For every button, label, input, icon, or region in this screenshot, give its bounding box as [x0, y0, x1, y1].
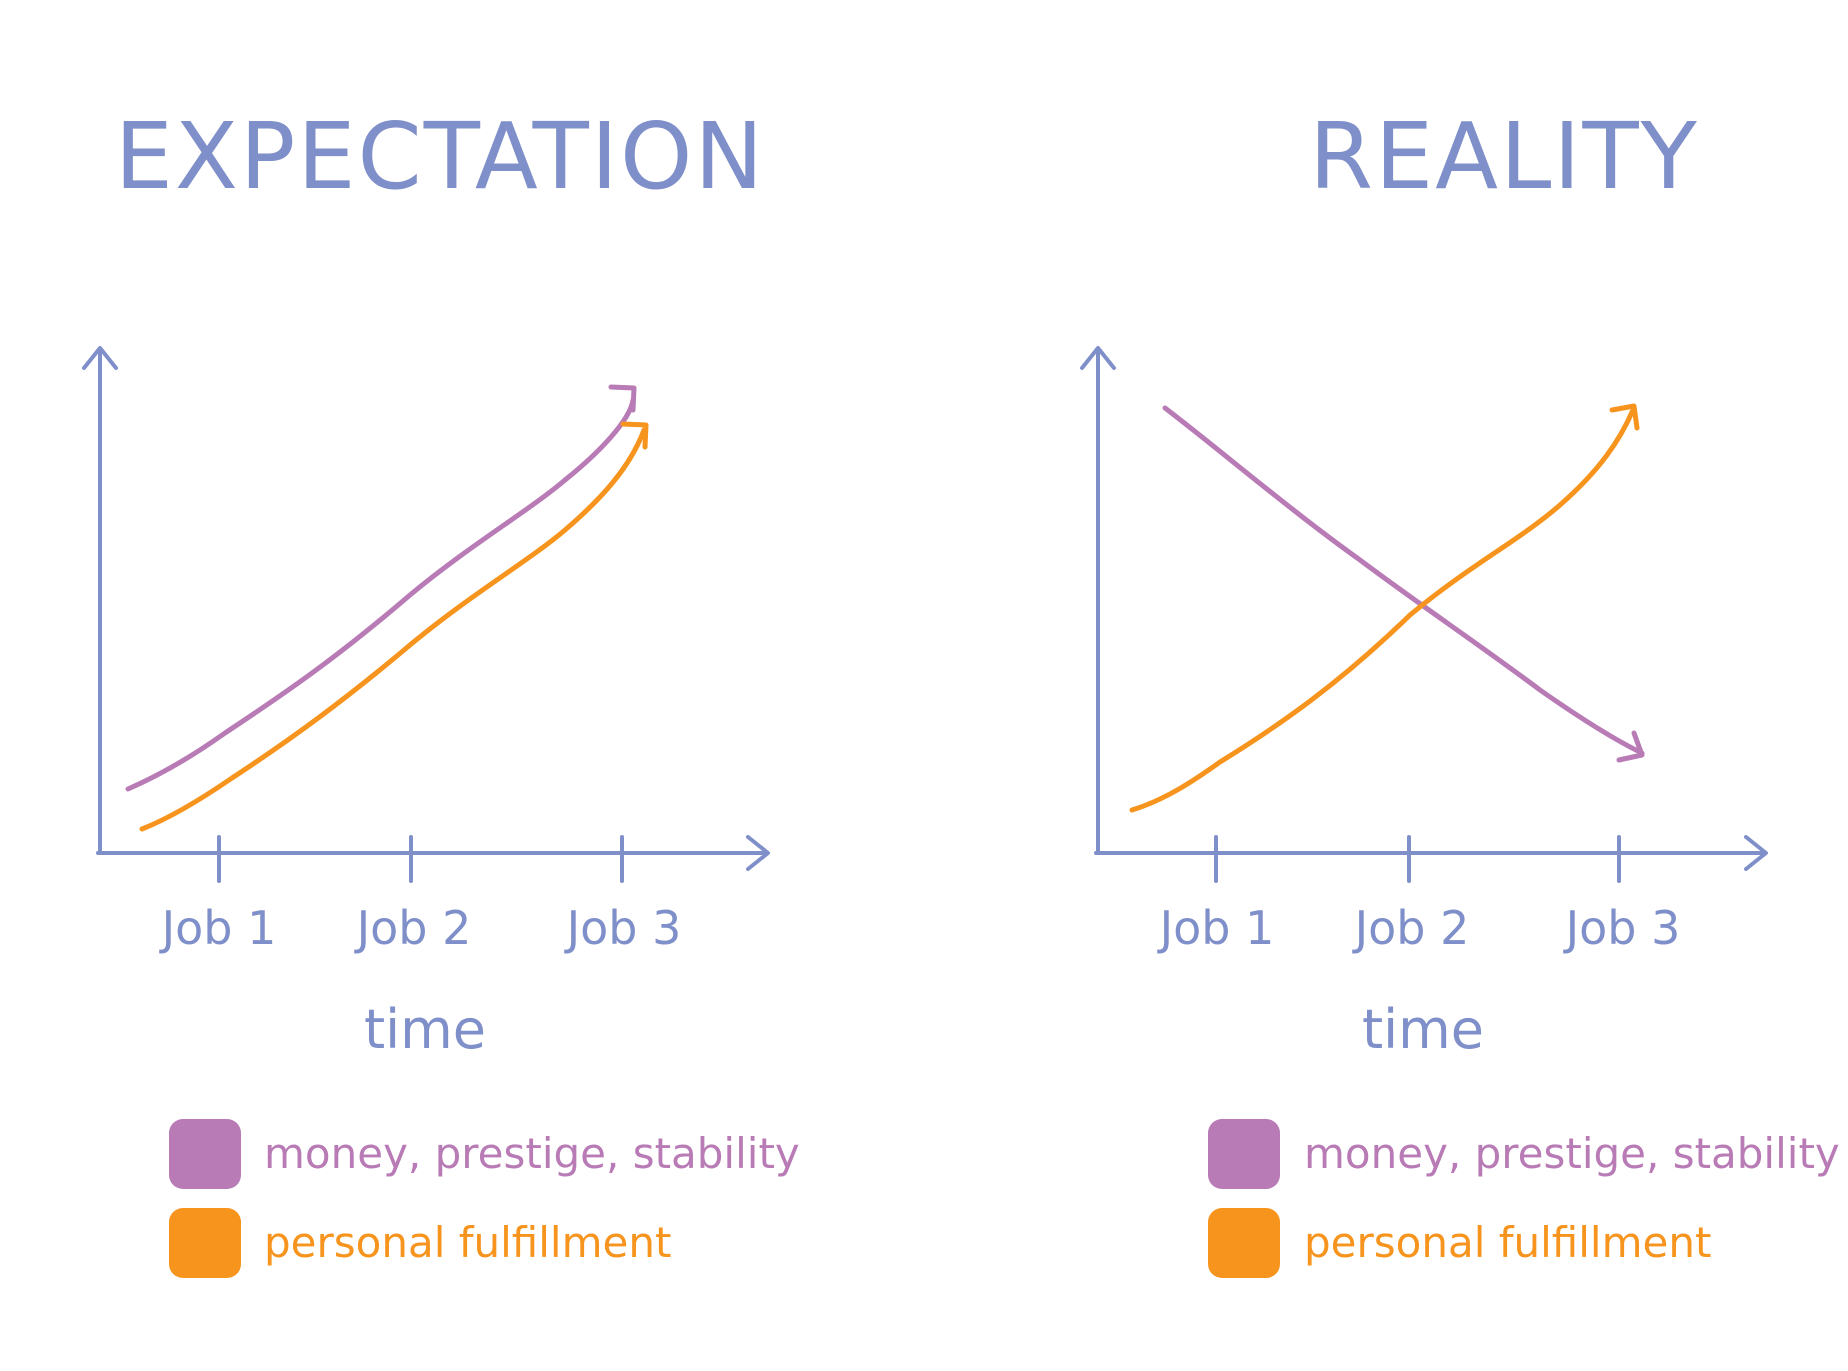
expectation-legend-label-fulfillment: personal fulfillment	[264, 1218, 671, 1267]
expectation-legend-swatch-fulfillment	[169, 1208, 241, 1278]
expectation-chart: EXPECTATION Job 1 Job 2 Job 3 time money…	[82, 103, 800, 1278]
expectation-tick-label-2: Job 2	[354, 901, 472, 955]
reality-series-money	[1162, 405, 1645, 763]
reality-tick-label-2: Job 2	[1352, 901, 1470, 955]
expectation-x-arrow	[746, 835, 770, 871]
reality-y-arrow	[1080, 346, 1116, 370]
reality-tick-label-3: Job 3	[1563, 901, 1681, 955]
expectation-series-fulfillment	[139, 421, 649, 832]
expectation-series-money	[125, 384, 637, 792]
expectation-arrowhead-money	[608, 384, 637, 413]
reality-arrowhead-fulfillment	[1609, 403, 1640, 431]
reality-chart: REALITY Job 1 Job 2 Job 3 time money, pr…	[1080, 103, 1840, 1278]
expectation-title: EXPECTATION	[115, 103, 765, 210]
expectation-x-axis-label: time	[364, 998, 486, 1061]
reality-legend: money, prestige, stability personal fulf…	[1208, 1119, 1840, 1278]
expectation-axes: Job 1 Job 2 Job 3 time	[82, 346, 770, 1061]
expectation-legend-label-money: money, prestige, stability	[264, 1129, 800, 1178]
reality-legend-swatch-money	[1208, 1119, 1280, 1189]
reality-axes: Job 1 Job 2 Job 3 time	[1080, 346, 1768, 1061]
expectation-line-money	[125, 397, 636, 792]
reality-arrowhead-money	[1616, 730, 1645, 763]
reality-legend-label-money: money, prestige, stability	[1304, 1129, 1840, 1178]
expectation-tick-label-3: Job 3	[564, 901, 682, 955]
reality-line-fulfillment	[1129, 407, 1636, 813]
expectation-line-fulfillment	[139, 427, 647, 832]
expectation-tick-label-1: Job 1	[159, 901, 277, 955]
reality-title: REALITY	[1309, 103, 1699, 210]
expectation-arrowhead-fulfillment	[620, 421, 649, 450]
expectation-legend: money, prestige, stability personal fulf…	[169, 1119, 800, 1278]
reality-x-axis-label: time	[1362, 998, 1484, 1061]
reality-legend-label-fulfillment: personal fulfillment	[1304, 1218, 1711, 1267]
expectation-legend-swatch-money	[169, 1119, 241, 1189]
expectation-y-arrow	[82, 346, 118, 370]
reality-x-arrow	[1744, 835, 1768, 871]
reality-series-fulfillment	[1129, 403, 1640, 813]
reality-line-money	[1162, 405, 1645, 756]
reality-tick-label-1: Job 1	[1157, 901, 1275, 955]
reality-legend-swatch-fulfillment	[1208, 1208, 1280, 1278]
